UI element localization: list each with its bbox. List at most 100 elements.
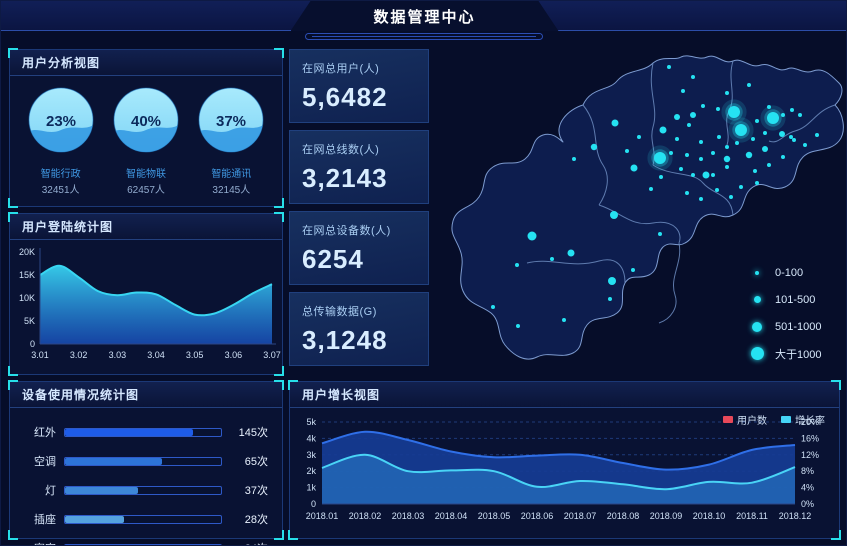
svg-text:3.05: 3.05	[186, 350, 204, 360]
gauge-group: 23% 智能行政 32451人 40% 智能物联 62457人	[10, 76, 282, 196]
map-legend-item: 大于1000	[749, 340, 822, 367]
stat-label: 在网总线数(人)	[302, 144, 380, 156]
growth-area-chart: 0 0% 1k 4% 2k 8% 3k 12% 4k 16% 5k 20% 2018.01 2018.02…	[306, 417, 819, 521]
svg-text:2018.06: 2018.06	[521, 511, 554, 521]
corner-bracket	[831, 530, 841, 540]
svg-text:2018.07: 2018.07	[564, 511, 597, 521]
svg-text:3.07: 3.07	[263, 350, 281, 360]
gauge-count: 62457人	[127, 185, 165, 196]
svg-text:4%: 4%	[801, 483, 814, 493]
svg-text:1k: 1k	[306, 483, 316, 493]
bar-row: 插座 28次	[20, 511, 268, 527]
corner-bracket	[8, 48, 18, 58]
bar-label: 空调	[34, 456, 56, 468]
legend-dot-icon	[749, 347, 765, 360]
corner-bracket	[8, 212, 18, 222]
bar-value: 28次	[244, 514, 268, 526]
header-underline-decoration	[304, 33, 543, 40]
svg-text:10K: 10K	[19, 293, 35, 303]
bar-row: 灯 37次	[20, 482, 268, 498]
svg-text:3.01: 3.01	[31, 350, 49, 360]
corner-bracket	[274, 380, 284, 390]
bar-row: 红外 145次	[20, 424, 268, 440]
stat-label: 总传输数据(G)	[302, 306, 377, 318]
gauge-label: 智能通讯	[211, 169, 252, 180]
stat-value: 6254	[302, 244, 364, 274]
stat-value: 3,1248	[302, 325, 388, 355]
svg-text:5k: 5k	[306, 417, 316, 427]
panel-user-analysis: 用户分析视图 23% 智能行政 32451人 40% 智能	[8, 48, 284, 208]
header-bar: 数据管理中心	[1, 1, 846, 31]
map-legend: 0-100 101-500 501-1000 大于1000	[749, 259, 822, 367]
region-bubble-map	[451, 55, 844, 360]
corner-bracket	[274, 212, 284, 222]
svg-text:5K: 5K	[24, 316, 35, 326]
bar-label: 插座	[34, 514, 56, 526]
svg-text:20K: 20K	[19, 247, 35, 257]
svg-text:20%: 20%	[801, 417, 819, 427]
legend-dot-icon	[749, 270, 765, 275]
bar-label: 灯	[45, 485, 56, 497]
bar-track	[64, 427, 222, 437]
corner-bracket	[8, 198, 18, 208]
panel-title: 用户登陆统计图	[10, 214, 282, 240]
svg-text:37%: 37%	[216, 113, 246, 130]
stat-card-total-data: 总传输数据(G) 3,1248	[289, 292, 429, 366]
page-title: 数据管理中心	[373, 9, 476, 26]
bar-fill	[65, 457, 162, 465]
svg-text:2018.08: 2018.08	[607, 511, 640, 521]
svg-text:2018.03: 2018.03	[392, 511, 425, 521]
corner-bracket	[274, 48, 284, 58]
panel-title: 设备使用情况统计图	[10, 382, 282, 408]
header-title-plate	[290, 1, 559, 31]
svg-text:2018.02: 2018.02	[349, 511, 382, 521]
corner-bracket	[274, 198, 284, 208]
panel-user-growth: 用户增长视图 用户数 增长率 0 0% 1k 4% 2k 8% 3k 12% 4k 16% 5k 20…	[288, 380, 841, 540]
corner-bracket	[274, 366, 284, 376]
svg-text:0: 0	[30, 339, 35, 349]
svg-text:0%: 0%	[801, 499, 814, 509]
svg-text:40%: 40%	[131, 113, 161, 130]
stat-card-total-devices: 在网总设备数(人) 6254	[289, 211, 429, 285]
svg-text:2018.01: 2018.01	[306, 511, 339, 521]
legend-swatch	[781, 416, 791, 423]
bar-fill	[65, 515, 125, 523]
map-legend-item: 101-500	[749, 286, 822, 313]
gauge-circle: 40%	[113, 87, 179, 153]
svg-text:16%: 16%	[801, 433, 819, 443]
svg-text:2018.12: 2018.12	[779, 511, 812, 521]
stat-card-total-lines: 在网总线数(人) 3,2143	[289, 130, 429, 204]
stat-value: 3,2143	[302, 163, 388, 193]
panel-title: 用户分析视图	[10, 50, 282, 76]
stat-label: 在网总设备数(人)	[302, 225, 391, 237]
svg-text:3k: 3k	[306, 450, 316, 460]
corner-bracket	[8, 366, 18, 376]
stat-label: 在网总用户(人)	[302, 63, 380, 75]
svg-text:3.06: 3.06	[225, 350, 243, 360]
gauge-label: 智能物联	[125, 169, 166, 180]
bar-row: 窗帘 24次	[20, 540, 268, 545]
legend-dot-icon	[749, 296, 765, 303]
svg-text:2018.04: 2018.04	[435, 511, 468, 521]
legend-item-growth-rate[interactable]: 增长率	[781, 412, 825, 427]
svg-text:12%: 12%	[801, 450, 819, 460]
corner-bracket	[8, 380, 18, 390]
bar-track	[64, 485, 222, 495]
map-legend-item: 0-100	[749, 259, 822, 286]
legend-range-label: 大于1000	[775, 348, 822, 361]
growth-chart-legend: 用户数 增长率	[723, 412, 825, 427]
bar-value: 24次	[222, 540, 268, 545]
bar-label: 窗帘	[20, 540, 56, 545]
svg-text:2018.11: 2018.11	[736, 511, 768, 521]
svg-text:23%: 23%	[46, 113, 76, 130]
bar-value: 37次	[244, 485, 268, 497]
panel-login-stats: 用户登陆统计图 0 5K 10K 15K 20K 3.01 3.02 3.03 3.04 3.05…	[8, 212, 284, 376]
bar-value: 145次	[238, 427, 268, 439]
legend-swatch	[723, 416, 733, 423]
corner-bracket	[8, 530, 18, 540]
legend-item-users[interactable]: 用户数	[723, 412, 767, 427]
corner-bracket	[288, 530, 298, 540]
